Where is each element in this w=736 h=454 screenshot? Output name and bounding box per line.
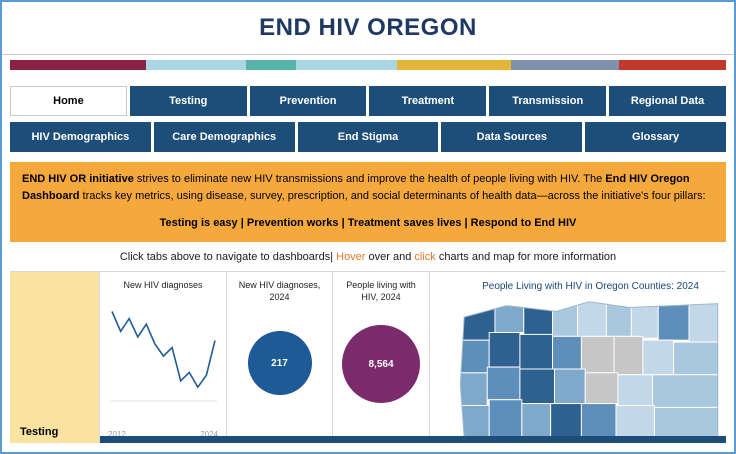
trend-chart-title: New HIV diagnoses: [123, 280, 203, 291]
county-shapes-group: [459, 299, 719, 440]
instruction-part-1: Click tabs above to navigate to dashboar…: [119, 251, 337, 264]
county-shape[interactable]: [584, 372, 618, 404]
kpi-plwh-value: 8,564: [368, 358, 394, 370]
county-map-panel: People Living with HIV in Oregon Countie…: [455, 272, 726, 444]
intro-bold-2: End HIV Oregon Dashboard: [22, 173, 690, 203]
county-shape[interactable]: [613, 335, 643, 375]
county-shape[interactable]: [551, 304, 578, 337]
tab-prevention[interactable]: Prevention: [249, 86, 367, 116]
tab-glossary[interactable]: Glossary: [585, 122, 726, 152]
county-shape[interactable]: [459, 339, 490, 373]
panel-gap: [430, 272, 455, 444]
next-section-bar: [100, 436, 726, 444]
trend-line: [110, 311, 216, 389]
axis-tick-first: 2012: [108, 430, 126, 440]
county-shape[interactable]: [651, 373, 719, 408]
county-shape[interactable]: [653, 406, 719, 440]
new-diagnoses-kpi-panel: New HIV diagnoses, 2024 217: [227, 272, 333, 444]
page-title: END HIV OREGON: [259, 14, 477, 41]
map-title: People Living with HIV in Oregon Countie…: [482, 281, 699, 293]
pillar-sidebar-label: Testing: [20, 426, 59, 439]
county-shape[interactable]: [580, 402, 616, 440]
county-shape[interactable]: [576, 301, 607, 337]
intro-text: END HIV OR initiative strives to elimina…: [22, 171, 714, 205]
tab-treatment[interactable]: Treatment: [369, 86, 487, 116]
oregon-counties-map[interactable]: [458, 296, 724, 442]
instruction-part-2: over and: [365, 251, 415, 264]
oregon-outline: [459, 300, 718, 439]
kpi-new-diagnoses-value: 217: [271, 357, 288, 369]
tab-home[interactable]: Home: [10, 86, 127, 116]
county-shape[interactable]: [488, 398, 522, 439]
instruction-line: Click tabs above to navigate to dashboar…: [2, 242, 734, 271]
new-diagnoses-trend-panel: New HIV diagnoses 2012 2024: [100, 272, 227, 444]
nav-row-2: HIV Demographics Care Demographics End Sti…: [10, 122, 726, 152]
county-shape[interactable]: [486, 366, 520, 400]
intro-banner: END HIV OR initiative strives to elimina…: [10, 162, 726, 243]
tab-regional-data[interactable]: Regional Data: [609, 86, 726, 116]
pillars-line: Testing is easy | Prevention works | Tre…: [159, 217, 577, 230]
pillar-sidebar: Testing: [10, 272, 100, 444]
intro-body-2: tracks key metrics, using disease, surve…: [79, 190, 706, 203]
tab-testing[interactable]: Testing: [129, 86, 247, 116]
county-shape[interactable]: [518, 368, 555, 404]
stripe-segment: [296, 60, 397, 70]
instruction-click-word: click: [414, 251, 436, 264]
intro-bold-1: END HIV OR initiative: [22, 173, 134, 185]
page-header: END HIV OREGON: [2, 2, 734, 55]
county-shape[interactable]: [641, 339, 674, 375]
trend-axis-labels: 2012 2024: [100, 430, 226, 439]
kpi-plwh-title: People living with HIV, 2024: [346, 280, 416, 303]
stripe-segment: [246, 60, 297, 70]
county-shape[interactable]: [459, 372, 488, 406]
county-shape[interactable]: [614, 404, 655, 440]
county-shape[interactable]: [630, 302, 659, 339]
county-shape[interactable]: [520, 402, 551, 440]
dashboard-content: Testing New HIV diagnoses 2012 2024 New …: [10, 271, 726, 444]
tab-care-demographics[interactable]: Care Demographics: [153, 122, 295, 152]
intro-body-1: strives to eliminate new HIV transmissio…: [133, 173, 606, 185]
county-shape[interactable]: [488, 331, 520, 368]
axis-tick-last: 2024: [200, 430, 218, 440]
stripe-segment: [511, 60, 619, 70]
tab-data-sources[interactable]: Data Sources: [441, 122, 583, 152]
instruction-hover-word: Hover: [336, 251, 366, 264]
kpi-new-diagnoses-circle[interactable]: 217: [247, 331, 312, 396]
county-shape[interactable]: [672, 341, 719, 375]
instruction-part-3: charts and map for more information: [435, 251, 617, 264]
county-shape[interactable]: [522, 306, 553, 335]
nav-row-1: Home Testing Prevention Treatment Transmissi…: [10, 86, 726, 116]
county-shape[interactable]: [616, 373, 653, 406]
kpi-new-diagnoses-title: New HIV diagnoses, 2024: [238, 280, 321, 303]
county-shape[interactable]: [549, 402, 582, 440]
stripe-segment: [10, 60, 147, 70]
brand-stripe: [10, 60, 727, 70]
tab-transmission[interactable]: Transmission: [489, 86, 607, 116]
county-shape[interactable]: [605, 302, 632, 337]
county-shape[interactable]: [518, 333, 553, 370]
county-shape[interactable]: [580, 335, 615, 373]
county-shape[interactable]: [459, 404, 490, 440]
county-shape[interactable]: [553, 368, 586, 404]
tab-end-stigma[interactable]: End Stigma: [297, 122, 439, 152]
plwh-kpi-panel: People living with HIV, 2024 8,564: [333, 272, 430, 444]
county-shape[interactable]: [687, 299, 719, 343]
new-diagnoses-line-chart[interactable]: [106, 295, 221, 407]
tab-hiv-demographics[interactable]: HIV Demographics: [10, 122, 151, 152]
stripe-segment: [618, 60, 727, 70]
kpi-plwh-circle[interactable]: 8,564: [342, 325, 420, 404]
stripe-segment: [146, 60, 247, 70]
stripe-segment: [396, 60, 512, 70]
county-shape[interactable]: [551, 335, 582, 370]
